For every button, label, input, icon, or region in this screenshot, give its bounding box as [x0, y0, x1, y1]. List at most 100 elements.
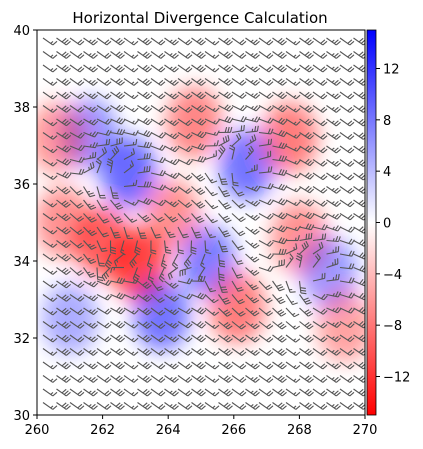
wind-barb: [42, 388, 58, 397]
wind-barb: [218, 199, 232, 210]
wind-barb: [218, 334, 233, 343]
wind-barb: [231, 37, 247, 46]
wind-barb: [56, 64, 71, 73]
wind-barb: [83, 334, 98, 343]
wind-barb: [312, 37, 328, 46]
wind-barb: [83, 240, 97, 250]
wind-barb: [245, 125, 259, 134]
wind-barb: [56, 51, 71, 59]
wind-barb: [56, 78, 71, 86]
wind-barb: [204, 334, 220, 343]
wind-barb: [312, 253, 321, 268]
wind-barb: [245, 226, 260, 235]
wind-barb: [177, 199, 193, 208]
wind-barb: [285, 118, 301, 126]
wind-barb: [298, 280, 307, 295]
wind-barb: [120, 240, 126, 256]
wind-barb: [83, 91, 98, 100]
wind-barb: [326, 291, 342, 298]
colorbar-tick-label: −8: [383, 319, 402, 334]
wind-barb: [218, 91, 234, 99]
wind-barb: [285, 37, 301, 46]
wind-barb: [258, 105, 274, 112]
chart-title: Horizontal Divergence Calculation: [72, 9, 327, 27]
wind-barb: [96, 279, 112, 287]
wind-barb: [312, 334, 328, 343]
wind-barb: [285, 158, 301, 165]
wind-barb: [109, 186, 119, 199]
wind-barb: [69, 294, 85, 302]
wind-barb: [339, 159, 355, 167]
y-tick-label: 38: [13, 101, 30, 116]
wind-barb: [191, 118, 207, 126]
wind-barb: [101, 267, 111, 282]
wind-barb: [150, 132, 166, 139]
wind-barb: [191, 292, 207, 300]
wind-barb: [123, 105, 139, 113]
wind-barb: [312, 199, 328, 207]
wind-barb: [137, 37, 152, 46]
wind-barb: [204, 37, 220, 46]
wind-barb: [69, 168, 85, 175]
wind-barb: [326, 307, 342, 314]
wind-barb: [285, 294, 298, 306]
wind-barb: [177, 278, 193, 285]
wind-barb: [96, 253, 105, 267]
wind-barb: [110, 334, 125, 343]
wind-barb: [137, 165, 151, 174]
wind-barb: [272, 259, 285, 269]
wind-barb: [123, 388, 139, 397]
wind-barb: [164, 280, 179, 289]
wind-barb: [285, 186, 301, 193]
wind-barb: [69, 64, 85, 73]
wind-barb: [69, 132, 85, 139]
wind-barb: [258, 51, 274, 59]
wind-barb: [191, 155, 207, 163]
wind-barb: [258, 334, 274, 343]
wind-barb: [96, 199, 109, 211]
wind-barb: [339, 145, 355, 154]
wind-barb: [83, 226, 97, 237]
wind-barb: [231, 132, 242, 147]
wind-barb: [231, 51, 247, 59]
wind-barb: [272, 51, 287, 59]
wind-barb: [245, 78, 260, 86]
x-tick-label: 266: [221, 423, 246, 438]
field-feature-16: [37, 101, 85, 174]
wind-barb: [69, 388, 85, 397]
wind-barb: [96, 105, 112, 113]
x-tick-label: 262: [90, 423, 115, 438]
wind-barb: [231, 213, 246, 223]
wind-barb: [83, 294, 99, 302]
wind-barb: [137, 152, 152, 161]
wind-barb: [258, 280, 273, 291]
wind-barb: [285, 280, 296, 293]
wind-barb: [123, 307, 139, 315]
wind-barb: [110, 402, 125, 410]
wind-barb: [326, 186, 341, 194]
wind-barb: [56, 294, 71, 302]
wind-barb: [164, 361, 179, 370]
wind-barb: [312, 186, 328, 194]
wind-barb: [312, 388, 328, 397]
wind-barb: [110, 137, 123, 147]
wind-barb: [258, 294, 273, 304]
wind-barb: [96, 186, 106, 199]
wind-barb: [326, 199, 342, 207]
wind-barb: [299, 51, 314, 59]
wind-barb: [104, 253, 113, 269]
wind-barb: [285, 375, 301, 383]
wind-barb: [42, 132, 58, 140]
x-axis: 260 262 264 266 268 270: [25, 415, 377, 438]
wind-barb: [136, 226, 147, 239]
wind-barb: [272, 155, 288, 162]
wind-barb: [83, 267, 96, 278]
wind-barb: [137, 307, 152, 316]
wind-barb: [164, 226, 176, 239]
wind-barb: [137, 197, 153, 206]
wind-barb: [245, 91, 261, 99]
wind-barb: [326, 334, 341, 343]
wind-barb: [164, 132, 180, 140]
wind-barb: [204, 118, 220, 125]
wind-barb: [123, 294, 139, 300]
